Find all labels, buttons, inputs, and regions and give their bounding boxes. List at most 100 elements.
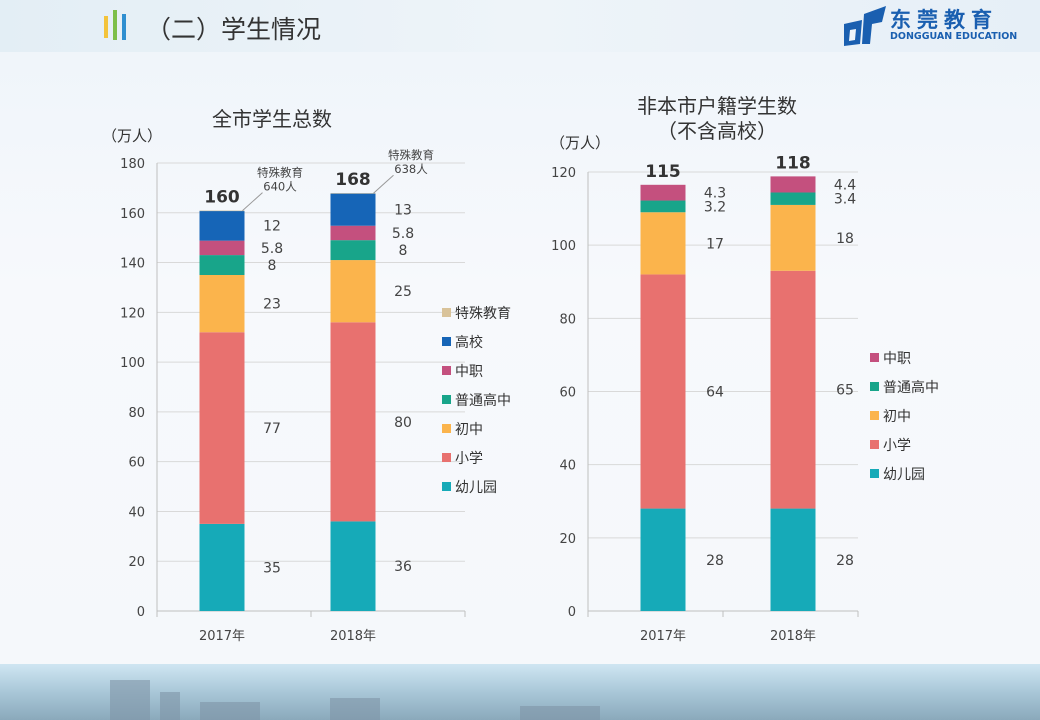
y-tick-label: 120 [120, 306, 145, 321]
data-label: 17 [706, 236, 724, 252]
total-label: 115 [645, 162, 681, 182]
bar-segment-幼儿园 [199, 523, 245, 611]
data-label: 25 [394, 284, 412, 300]
legend-swatch [442, 482, 451, 491]
legend-swatch [442, 395, 451, 404]
y-tick-label: 0 [137, 605, 145, 620]
annotation-text: 特殊教育 [257, 166, 303, 180]
y-tick-label: 20 [128, 555, 145, 570]
data-label: 5.8 [261, 241, 283, 257]
bar-segment-小学 [770, 270, 816, 509]
legend-swatch [442, 366, 451, 375]
bar-segment-中职 [330, 225, 376, 241]
legend-swatch [442, 453, 451, 462]
data-label: 8 [399, 243, 408, 259]
legend-label: 幼儿园 [883, 467, 925, 483]
logo-text-en: DONGGUAN EDUCATION [890, 31, 1018, 42]
legend-swatch [870, 382, 879, 391]
legend-swatch [870, 353, 879, 362]
y-axis-unit-label: （万人） [550, 134, 610, 152]
header-bar: （二）学生情况 东莞教育 DONGGUAN EDUCATION [0, 0, 1040, 52]
legend-label: 普通高中 [455, 392, 511, 409]
annotation-text: 638人 [394, 162, 428, 176]
data-label: 4.4 [834, 177, 856, 193]
y-tick-label: 0 [568, 605, 576, 620]
data-label: 13 [394, 203, 412, 219]
bar-segment-普通高中 [640, 200, 686, 213]
annotation-text: 640人 [263, 180, 297, 194]
bar-segment-初中 [770, 204, 816, 271]
bar-segment-普通高中 [330, 240, 376, 261]
data-label: 18 [836, 231, 854, 247]
y-tick-label: 40 [559, 459, 576, 474]
logo-text-cn: 东莞教育 [890, 8, 998, 32]
legend-label: 中职 [455, 364, 483, 380]
data-label: 5.8 [392, 226, 414, 242]
x-tick-label: 2017年 [199, 629, 245, 644]
data-label: 36 [394, 559, 412, 575]
y-tick-label: 180 [120, 157, 145, 172]
data-label: 3.4 [834, 192, 856, 208]
chart-title: （不含高校） [657, 119, 777, 143]
legend-swatch [870, 469, 879, 478]
y-axis-unit-label: （万人） [102, 127, 162, 145]
bar-segment-中职 [770, 176, 816, 193]
y-tick-label: 140 [120, 257, 145, 272]
bar-segment-幼儿园 [770, 508, 816, 611]
bar-segment-中职 [199, 240, 245, 256]
legend-label: 中职 [883, 351, 911, 367]
bar-segment-特殊教育 [330, 193, 376, 194]
legend-label: 特殊教育 [455, 306, 511, 322]
bar-segment-小学 [330, 322, 376, 522]
total-label: 168 [335, 170, 371, 190]
data-label: 23 [263, 297, 281, 313]
y-tick-label: 60 [128, 456, 145, 471]
bar-segment-高校 [330, 193, 376, 226]
bar-segment-中职 [640, 184, 686, 201]
data-label: 28 [706, 553, 724, 569]
data-label: 80 [394, 415, 412, 431]
legend-label: 初中 [883, 408, 911, 425]
bar-segment-普通高中 [199, 255, 245, 275]
annotation-leader-line [373, 174, 394, 194]
accent-bars-icon [104, 10, 134, 44]
bar-segment-幼儿园 [640, 508, 686, 611]
data-label: 3.2 [704, 199, 726, 215]
y-tick-label: 40 [128, 505, 145, 520]
y-tick-label: 100 [551, 239, 576, 254]
data-label: 77 [263, 421, 281, 437]
logo: 东莞教育 DONGGUAN EDUCATION [842, 4, 1032, 46]
chart-title: 全市学生总数 [212, 107, 332, 131]
total-label: 160 [204, 188, 240, 208]
bar-segment-小学 [640, 274, 686, 509]
legend-swatch [870, 411, 879, 420]
y-tick-label: 20 [559, 532, 576, 547]
annotation-leader-line [242, 192, 263, 211]
legend-swatch [442, 308, 451, 317]
y-tick-label: 80 [128, 406, 145, 421]
data-label: 4.3 [704, 186, 726, 202]
y-tick-label: 160 [120, 207, 145, 222]
data-label: 65 [836, 383, 854, 399]
x-tick-label: 2017年 [640, 629, 686, 644]
data-label: 12 [263, 219, 281, 235]
y-tick-label: 60 [559, 386, 576, 401]
data-label: 35 [263, 560, 281, 576]
x-tick-label: 2018年 [330, 629, 376, 644]
bar-segment-普通高中 [770, 192, 816, 205]
bar-segment-初中 [640, 212, 686, 275]
legend-swatch [442, 337, 451, 346]
annotation-text: 特殊教育 [388, 148, 434, 162]
y-tick-label: 80 [559, 312, 576, 327]
page-title: （二）学生情况 [146, 15, 322, 44]
logo-book-icon [844, 6, 886, 46]
data-label: 64 [706, 385, 724, 401]
bar-segment-特殊教育 [199, 210, 245, 212]
bar-segment-小学 [199, 332, 245, 524]
legend-swatch [442, 424, 451, 433]
data-label: 28 [836, 553, 854, 569]
bar-segment-高校 [199, 210, 245, 241]
legend-swatch [870, 440, 879, 449]
legend-label: 幼儿园 [455, 480, 497, 496]
